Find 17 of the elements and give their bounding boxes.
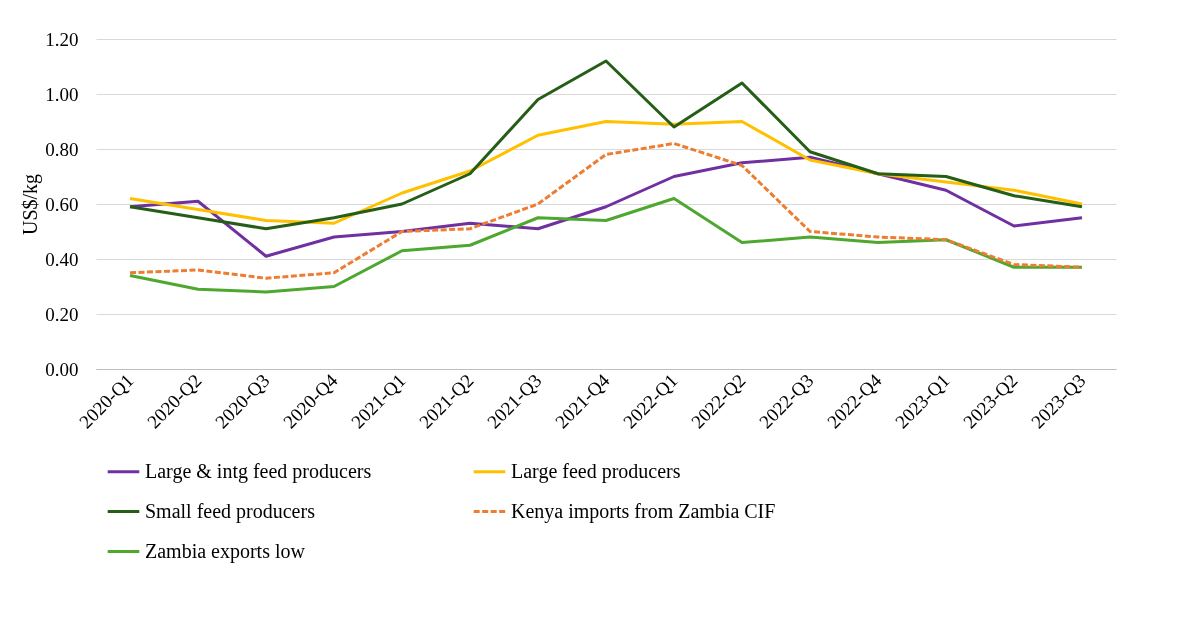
y-tick-label: 0.60 [45, 193, 79, 215]
legend-label: Large & intg feed producers [145, 459, 372, 483]
y-tick-label: 0.40 [45, 248, 79, 270]
legend-label: Large feed producers [511, 459, 681, 483]
legend-label: Kenya imports from Zambia CIF [511, 499, 776, 523]
line-series [128, 197, 1084, 294]
y-tick-label: 1.00 [45, 83, 79, 105]
line-series [128, 142, 1084, 280]
y-tick-label: 1.20 [45, 28, 79, 50]
y-axis-title: US$/kg [19, 173, 43, 236]
legend-label: Zambia exports low [145, 539, 306, 563]
line-series [128, 59, 1084, 231]
y-tick-label: 0.20 [45, 303, 79, 325]
y-tick-label: 0.80 [45, 138, 79, 160]
y-tick-label: 0.00 [45, 358, 79, 380]
legend-label: Small feed producers [145, 499, 316, 523]
line-series [128, 120, 1084, 225]
